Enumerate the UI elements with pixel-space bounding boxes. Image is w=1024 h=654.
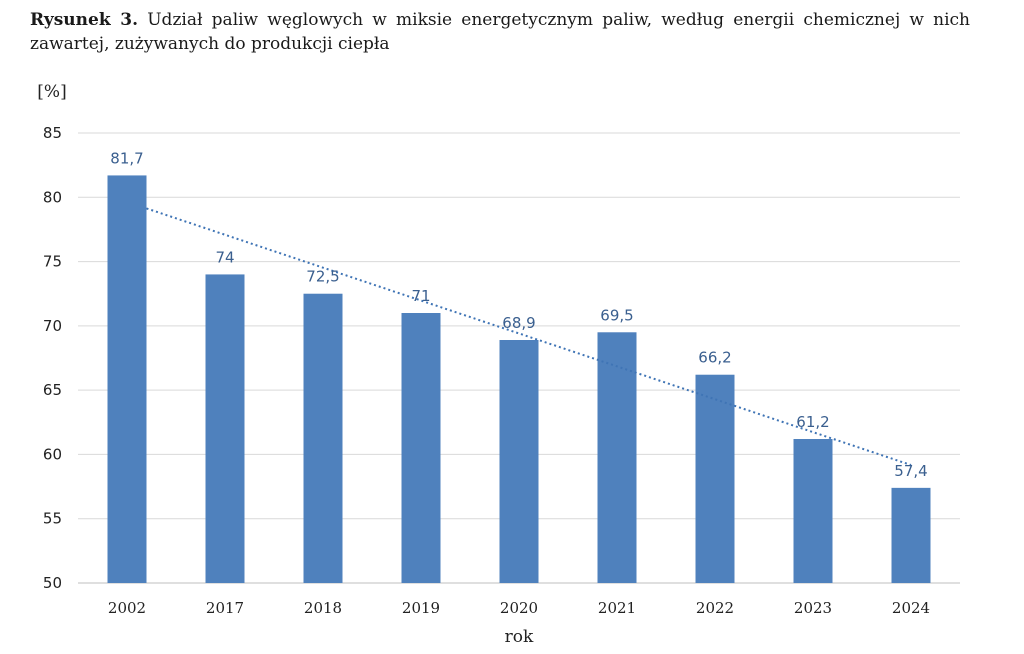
x-tick-label: 2018: [304, 599, 342, 617]
y-tick-label: 70: [43, 317, 62, 335]
bar: [205, 274, 245, 583]
data-label: 71: [411, 287, 430, 305]
y-axis-title: [%]: [37, 82, 66, 102]
figure-caption-text: Udział paliw węglowych w miksie energety…: [30, 10, 970, 54]
x-tick-label: 2023: [794, 599, 832, 617]
bar: [695, 374, 735, 583]
x-tick-label: 2017: [206, 599, 244, 617]
data-label: 69,5: [600, 306, 633, 324]
data-label: 81,7: [110, 149, 143, 167]
bar: [499, 340, 539, 583]
figure-caption-prefix: Rysunek 3.: [30, 10, 139, 30]
bars: [107, 175, 931, 583]
x-tick-label: 2022: [696, 599, 734, 617]
data-label: 61,2: [796, 413, 829, 431]
y-tick-label: 80: [43, 188, 62, 206]
bar: [303, 293, 343, 583]
x-tick-label: 2020: [500, 599, 538, 617]
x-axis-title: rok: [505, 627, 534, 647]
y-axis-ticks: 50 55 60 65 70 75 80 85: [43, 124, 62, 592]
x-tick-label: 2024: [892, 599, 930, 617]
y-tick-label: 55: [43, 510, 62, 528]
data-label: 72,5: [306, 268, 339, 286]
bar: [891, 487, 931, 583]
x-axis-ticks: 2002 2017 2018 2019 2020 2021 2022 2023 2024: [108, 599, 930, 617]
data-label: 57,4: [894, 462, 927, 480]
x-tick-label: 2002: [108, 599, 146, 617]
bar: [401, 313, 441, 583]
y-tick-label: 85: [43, 124, 62, 142]
data-label: 66,2: [698, 349, 731, 367]
figure-caption: Rysunek 3. Udział paliw węglowych w miks…: [30, 8, 970, 56]
x-tick-label: 2019: [402, 599, 440, 617]
data-labels: 81,7 74 72,5 71 68,9 69,5 66,2 61,2 57,4: [110, 149, 927, 479]
bar: [107, 175, 147, 583]
data-label: 74: [215, 248, 234, 266]
data-label: 68,9: [502, 314, 535, 332]
y-tick-label: 75: [43, 253, 62, 271]
y-tick-label: 50: [43, 574, 62, 592]
bar: [597, 332, 637, 583]
y-tick-label: 60: [43, 445, 62, 463]
x-tick-label: 2021: [598, 599, 636, 617]
bar: [793, 439, 833, 583]
y-tick-label: 65: [43, 381, 62, 399]
